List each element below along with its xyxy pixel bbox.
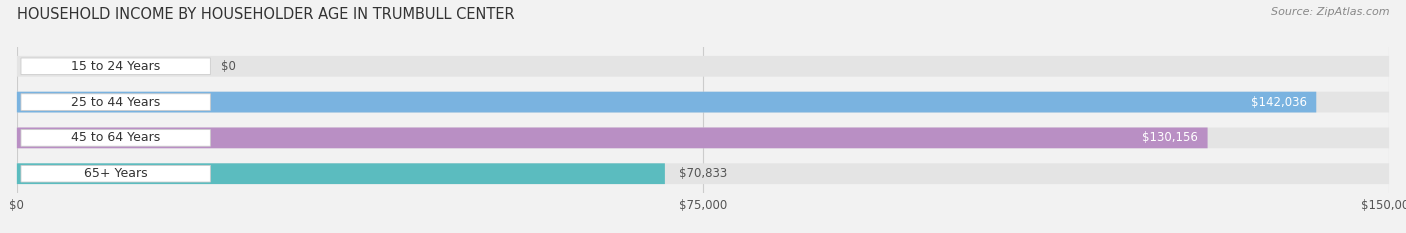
- FancyBboxPatch shape: [17, 92, 1316, 113]
- FancyBboxPatch shape: [21, 58, 211, 75]
- Text: 45 to 64 Years: 45 to 64 Years: [72, 131, 160, 144]
- Text: Source: ZipAtlas.com: Source: ZipAtlas.com: [1271, 7, 1389, 17]
- FancyBboxPatch shape: [21, 94, 211, 110]
- FancyBboxPatch shape: [17, 127, 1208, 148]
- FancyBboxPatch shape: [17, 163, 1389, 184]
- FancyBboxPatch shape: [17, 92, 1389, 113]
- Text: $0: $0: [221, 60, 236, 73]
- Text: $70,833: $70,833: [679, 167, 727, 180]
- FancyBboxPatch shape: [17, 163, 665, 184]
- FancyBboxPatch shape: [17, 127, 1389, 148]
- Text: HOUSEHOLD INCOME BY HOUSEHOLDER AGE IN TRUMBULL CENTER: HOUSEHOLD INCOME BY HOUSEHOLDER AGE IN T…: [17, 7, 515, 22]
- FancyBboxPatch shape: [21, 165, 211, 182]
- Text: $130,156: $130,156: [1142, 131, 1198, 144]
- FancyBboxPatch shape: [21, 130, 211, 146]
- Text: $142,036: $142,036: [1251, 96, 1306, 109]
- Text: 65+ Years: 65+ Years: [84, 167, 148, 180]
- Text: 15 to 24 Years: 15 to 24 Years: [72, 60, 160, 73]
- FancyBboxPatch shape: [17, 56, 1389, 77]
- Text: 25 to 44 Years: 25 to 44 Years: [72, 96, 160, 109]
